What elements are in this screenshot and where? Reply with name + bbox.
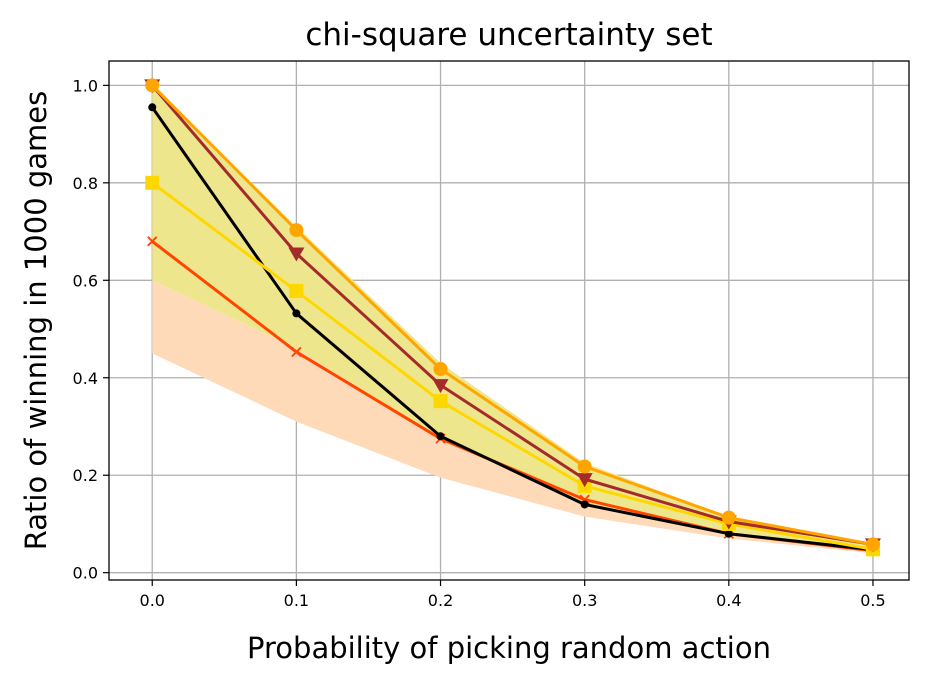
y-axis-label: Ratio of winning in 1000 games [19, 91, 53, 551]
data-point [433, 394, 448, 409]
chart-title: chi-square uncertainty set [305, 17, 712, 53]
series-line [151, 84, 874, 546]
uncertainty-band [152, 280, 873, 554]
x-tick-label: 0.4 [716, 591, 741, 610]
series-line [151, 106, 874, 552]
axis-ticks: 0.0 0.1 0.2 0.3 0.4 0.5 0.0 0.2 0.4 0.6 0.8 1.0 [73, 76, 886, 610]
data-point [433, 361, 448, 376]
series-line [151, 181, 874, 551]
data-point [436, 432, 445, 441]
series-lines [144, 78, 881, 557]
x-tick-label: 0.5 [860, 591, 885, 610]
y-tick-label: 0.8 [73, 174, 98, 193]
data-point [288, 247, 305, 262]
plot-area-frame [108, 60, 910, 581]
data-point [580, 500, 589, 509]
data-point [147, 236, 158, 247]
x-tick-label: 0.1 [284, 591, 309, 610]
y-tick-label: 0.4 [73, 369, 98, 388]
series-line [151, 84, 874, 546]
data-point [865, 537, 880, 552]
y-tick-label: 0.0 [73, 564, 98, 583]
y-tick-label: 0.6 [73, 271, 98, 290]
data-point [289, 223, 304, 238]
data-point [148, 103, 157, 112]
data-point [576, 473, 593, 488]
data-point [724, 529, 733, 538]
uncertainty-band [152, 85, 873, 551]
data-point [292, 309, 301, 318]
y-tick-label: 1.0 [73, 76, 98, 95]
series-circle [145, 78, 880, 552]
data-point [289, 284, 304, 299]
uncertainty-bands [152, 85, 873, 554]
data-point [432, 379, 449, 394]
x-axis-label: Probability of picking random action [247, 631, 771, 665]
x-tick-label: 0.2 [428, 591, 453, 610]
data-point [577, 459, 592, 474]
data-point [721, 510, 736, 525]
x-tick-label: 0.0 [140, 591, 165, 610]
y-tick-label: 0.2 [73, 466, 98, 485]
data-point [145, 175, 160, 190]
data-point [145, 78, 160, 93]
x-tick-label: 0.3 [572, 591, 597, 610]
data-point [291, 346, 302, 358]
